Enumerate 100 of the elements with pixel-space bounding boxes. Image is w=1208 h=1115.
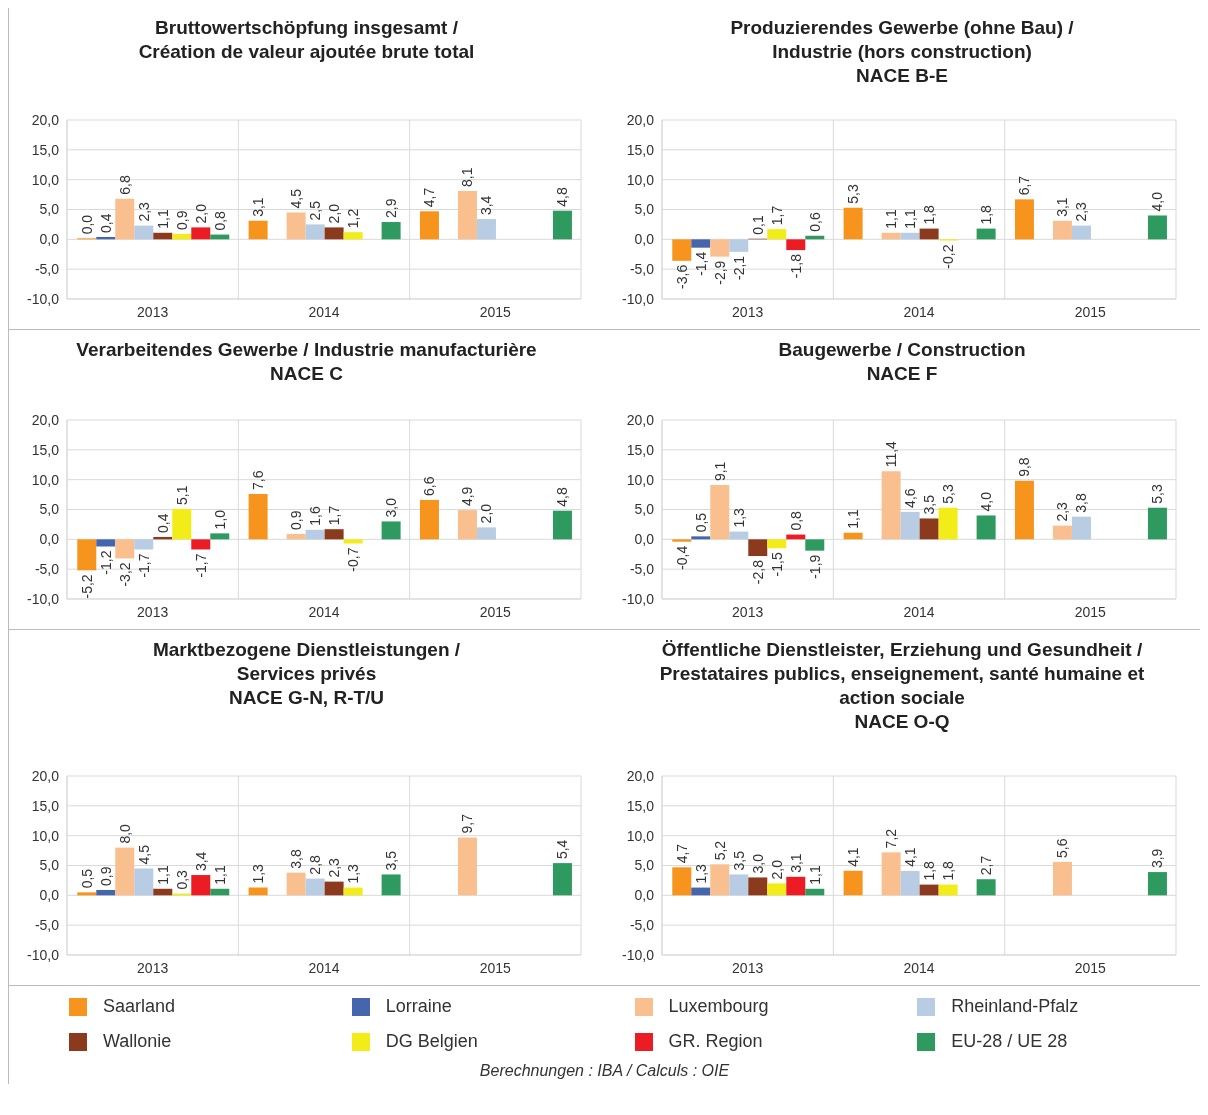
y-tick-label: 0,0 (39, 231, 60, 248)
data-label: 0,5 (692, 512, 709, 533)
data-label: 1,8 (921, 204, 938, 225)
data-label: 4,5 (135, 844, 152, 865)
x-tick-label: 2014 (308, 959, 340, 976)
bar (172, 508, 192, 540)
data-label: 2,0 (192, 203, 209, 224)
bar (805, 539, 825, 551)
data-label: 0,5 (78, 868, 95, 889)
x-tick-label: 2015 (479, 603, 512, 620)
bar (343, 539, 363, 544)
bar (115, 539, 135, 559)
y-tick-label: 15,0 (626, 797, 655, 814)
bar (786, 239, 806, 251)
bar (1071, 225, 1091, 240)
data-label: 5,3 (940, 484, 957, 504)
data-label: 0,9 (97, 866, 114, 886)
data-label: 2,0 (326, 203, 343, 224)
x-tick-label: 2013 (137, 603, 169, 620)
data-label: 3,5 (730, 850, 747, 871)
data-label: -1,4 (692, 251, 709, 276)
y-tick-label: -10,0 (27, 290, 60, 307)
bar (476, 219, 496, 240)
bar (172, 233, 192, 240)
bar (115, 198, 135, 240)
bar (767, 229, 787, 240)
chart-title: Öffentliche Dienstleister, Erziehung und Gesundheit / Prestataires publics, enseignement, santé humaine et action sociale NACE O-Q (658, 638, 1146, 734)
bar (843, 870, 863, 896)
y-tick-label: 10,0 (31, 827, 60, 844)
bar (748, 539, 768, 557)
data-label: 1,0 (211, 509, 228, 530)
data-label: 4,6 (902, 488, 919, 508)
data-label: 0,6 (806, 212, 823, 232)
data-label: 1,1 (154, 209, 171, 229)
data-label: 1,3 (250, 863, 267, 884)
bar (286, 212, 306, 240)
data-label: 7,2 (883, 828, 900, 849)
y-tick-label: 10,0 (31, 471, 60, 488)
data-label: 11,4 (883, 440, 900, 468)
data-label: 3,5 (383, 850, 400, 871)
data-label: -3,6 (673, 264, 690, 289)
data-label: 2,5 (307, 200, 324, 221)
bar (457, 510, 477, 540)
data-label: 3,4 (478, 195, 495, 216)
data-label: 5,6 (1054, 838, 1071, 858)
data-label: 1,1 (902, 209, 919, 229)
x-tick-label: 2013 (732, 603, 764, 620)
bar (286, 872, 306, 896)
bar (96, 539, 116, 547)
chart-title: Produzierendes Gewerbe (ohne Bau) / Industrie (hors construction) NACE B-E (729, 16, 1075, 88)
data-label: 2,0 (768, 859, 785, 880)
data-label: 5,4 (554, 839, 571, 860)
x-tick-label: 2014 (308, 603, 340, 620)
data-label: 4,7 (421, 187, 438, 208)
y-tick-label: 10,0 (626, 171, 655, 188)
bar (729, 531, 749, 540)
bar (248, 493, 268, 540)
bar (881, 852, 901, 896)
bar (381, 222, 401, 240)
bar (1052, 861, 1072, 896)
x-tick-label: 2015 (1074, 959, 1107, 976)
data-label: 6,7 (1016, 175, 1033, 196)
bar (710, 864, 730, 896)
data-label: 3,1 (787, 853, 804, 873)
data-label: -1,8 (787, 253, 804, 279)
bar (324, 529, 344, 540)
bar (457, 837, 477, 896)
data-label: -1,2 (97, 550, 114, 575)
bar (381, 521, 401, 540)
data-label: 1,7 (768, 205, 785, 226)
data-label: 0,1 (749, 215, 766, 235)
data-label: 4,5 (288, 188, 305, 209)
y-tick-label: 5,0 (39, 857, 60, 874)
y-tick-label: -5,0 (629, 261, 655, 278)
y-tick-label: -10,0 (27, 590, 60, 607)
data-label: 2,3 (135, 201, 152, 222)
y-tick-label: 0,0 (39, 887, 60, 904)
bar (153, 888, 173, 896)
bar (552, 863, 572, 896)
bar (552, 210, 572, 240)
bar (672, 539, 692, 542)
data-label: 1,8 (940, 860, 957, 881)
data-label: -5,2 (78, 574, 95, 599)
bar (305, 529, 325, 540)
legend-label: Rheinland-Pfalz (951, 996, 1079, 1017)
data-label: 7,6 (250, 470, 267, 490)
x-tick-label: 2015 (1074, 303, 1107, 320)
y-tick-label: 20,0 (31, 767, 60, 784)
data-label: 0,8 (787, 510, 804, 531)
data-label: 4,1 (845, 847, 862, 867)
chart-title: Marktbezogene Dienstleistungen / Services privés NACE G-N, R-T/U (151, 638, 462, 710)
bar (1014, 480, 1034, 540)
bar (305, 878, 325, 896)
bar (843, 532, 863, 540)
bar (305, 224, 325, 240)
data-label: -0,2 (940, 244, 957, 269)
data-label: -3,2 (116, 562, 133, 587)
data-label: 1,7 (326, 505, 343, 526)
data-label: 1,1 (211, 865, 228, 885)
data-label: 1,8 (921, 860, 938, 881)
